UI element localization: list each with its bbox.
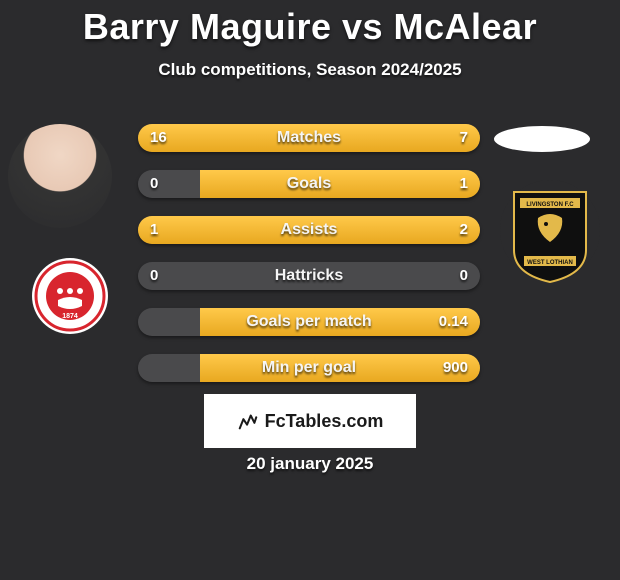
svg-text:LIVINGSTON F.C: LIVINGSTON F.C xyxy=(526,202,574,208)
stat-row-matches: 16 Matches 7 xyxy=(138,124,480,152)
stat-bars: 16 Matches 7 0 Goals 1 1 Assists 2 0 Hat… xyxy=(138,124,480,400)
footer-date: 20 january 2025 xyxy=(0,454,620,474)
fctables-logo-icon xyxy=(237,410,259,432)
stat-value-right: 1 xyxy=(460,170,468,198)
player-left-avatar xyxy=(8,124,112,228)
stat-row-hattricks: 0 Hattricks 0 xyxy=(138,262,480,290)
stat-row-assists: 1 Assists 2 xyxy=(138,216,480,244)
stat-row-goals-per-match: Goals per match 0.14 xyxy=(138,308,480,336)
stat-value-right: 0 xyxy=(460,262,468,290)
svg-text:WEST LOTHIAN: WEST LOTHIAN xyxy=(527,260,573,266)
subtitle: Club competitions, Season 2024/2025 xyxy=(0,60,620,80)
stat-label: Goals per match xyxy=(138,308,480,336)
player-right-pill xyxy=(494,126,590,152)
footer-brand-text: FcTables.com xyxy=(265,411,384,432)
stat-label: Min per goal xyxy=(138,354,480,382)
page-title: Barry Maguire vs McAlear xyxy=(0,0,620,48)
stat-value-right: 900 xyxy=(443,354,468,382)
svg-text:1874: 1874 xyxy=(62,313,78,320)
player-right-club-badge: LIVINGSTON F.C WEST LOTHIAN xyxy=(498,178,602,288)
player-left-club-badge: 1874 xyxy=(30,256,110,348)
stat-value-right: 0.14 xyxy=(439,308,468,336)
stat-label: Matches xyxy=(138,124,480,152)
stat-value-right: 2 xyxy=(460,216,468,244)
livingston-badge-icon: LIVINGSTON F.C WEST LOTHIAN xyxy=(498,178,602,288)
stat-label: Hattricks xyxy=(138,262,480,290)
stat-label: Assists xyxy=(138,216,480,244)
stat-value-right: 7 xyxy=(460,124,468,152)
stat-row-min-per-goal: Min per goal 900 xyxy=(138,354,480,382)
stat-label: Goals xyxy=(138,170,480,198)
stat-row-goals: 0 Goals 1 xyxy=(138,170,480,198)
footer-brand-box: FcTables.com xyxy=(204,394,416,448)
hamilton-badge-icon: 1874 xyxy=(30,256,110,348)
